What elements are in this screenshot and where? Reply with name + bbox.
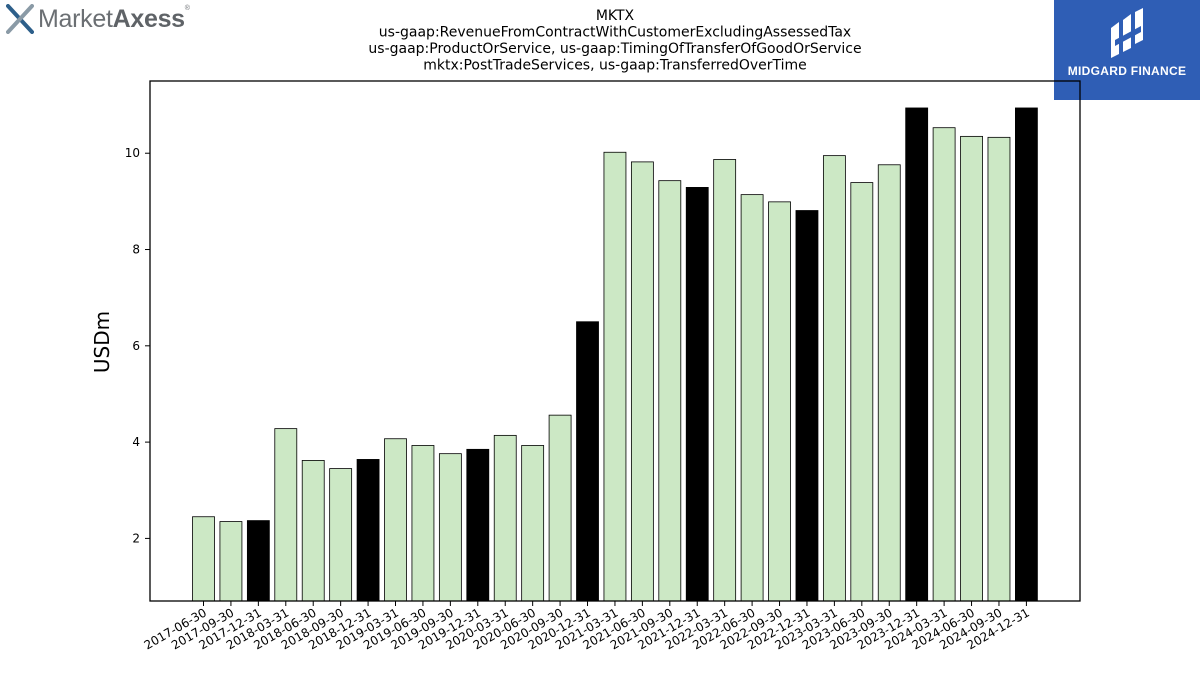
chart-title-line: us-gaap:ProductOrService, us-gaap:Timing… xyxy=(368,41,861,57)
bar xyxy=(411,445,435,602)
bar xyxy=(768,201,791,602)
bar xyxy=(356,459,380,602)
y-tick-label: 2 xyxy=(132,531,140,545)
bar xyxy=(521,445,545,602)
bar xyxy=(658,180,682,602)
bar xyxy=(438,453,462,602)
marketaxess-x-icon xyxy=(6,4,34,34)
bar xyxy=(274,428,298,602)
bar xyxy=(246,520,270,602)
marketaxess-logo: MarketAxess® xyxy=(6,4,190,34)
bar xyxy=(987,136,1011,602)
bar xyxy=(548,414,572,602)
midgard-finance-logo: MIDGARD FINANCE xyxy=(1054,0,1200,100)
bar xyxy=(740,194,764,602)
bar xyxy=(713,159,737,602)
bar xyxy=(219,521,243,602)
chart-title-line: MKTX xyxy=(596,8,635,24)
bar xyxy=(1015,107,1038,602)
bar xyxy=(932,127,956,602)
midgard-emblem-icon xyxy=(1111,8,1143,58)
bar xyxy=(192,516,215,602)
bar xyxy=(576,321,599,602)
bar xyxy=(603,151,627,602)
bar xyxy=(466,448,490,602)
bar xyxy=(850,182,874,602)
y-tick-label: 8 xyxy=(132,243,140,257)
bar xyxy=(329,468,353,602)
marketaxess-wordmark: MarketAxess® xyxy=(38,4,190,33)
bar xyxy=(493,434,517,602)
bar xyxy=(822,155,846,602)
chart-title-line: us-gaap:RevenueFromContractWithCustomerE… xyxy=(379,25,851,41)
bar xyxy=(685,187,709,602)
bar xyxy=(301,460,325,602)
bar-series xyxy=(192,107,1038,602)
y-axis-label: USDm xyxy=(90,311,114,373)
y-tick-label: 4 xyxy=(132,435,140,449)
midgard-finance-name: MIDGARD FINANCE xyxy=(1067,64,1187,78)
bar xyxy=(630,161,654,602)
bar xyxy=(384,438,407,602)
bar xyxy=(795,210,819,602)
chart-title-line: mktx:PostTradeServices, us-gaap:Transfer… xyxy=(423,58,807,74)
bar xyxy=(960,135,983,602)
bar xyxy=(877,164,901,602)
y-tick-label: 10 xyxy=(125,146,140,160)
y-tick-label: 6 xyxy=(132,339,140,353)
bar xyxy=(905,107,929,602)
chart-title: MKTXus-gaap:RevenueFromContractWithCusto… xyxy=(368,8,861,74)
